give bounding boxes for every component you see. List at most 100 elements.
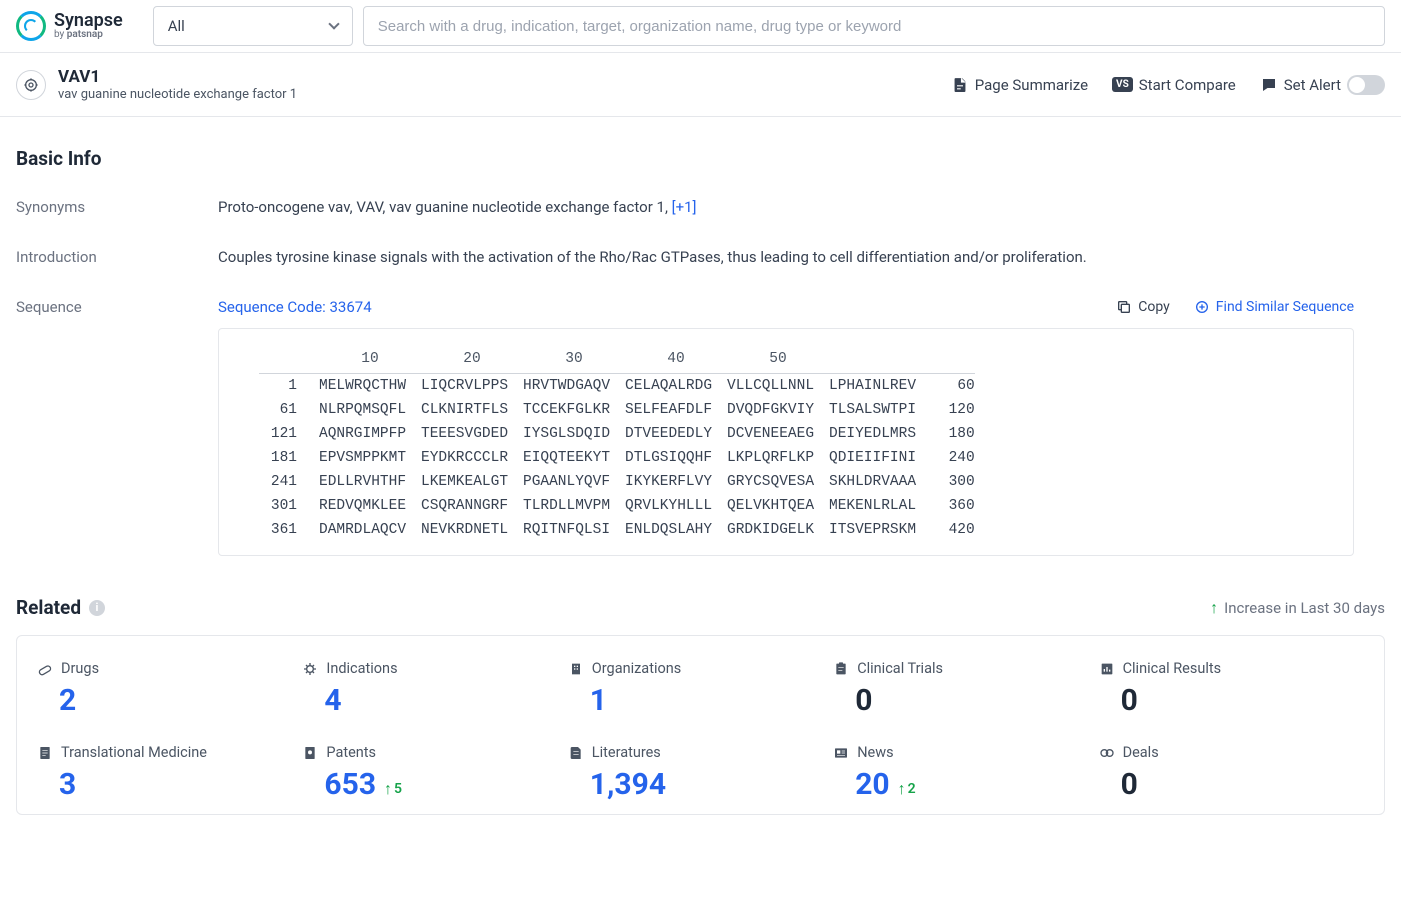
copy-button[interactable]: Copy <box>1116 299 1170 315</box>
related-card-literatures[interactable]: Literatures 1,394 <box>568 744 833 802</box>
doc-icon <box>37 745 53 761</box>
card-header: Literatures <box>568 744 833 761</box>
related-card-clinical-trials[interactable]: Clinical Trials 0 <box>833 660 1098 718</box>
card-value-row: 1,394 <box>568 767 833 802</box>
card-label: Clinical Trials <box>857 660 943 677</box>
increase-badge: ↑5 <box>384 779 402 799</box>
synonyms-value: Proto-oncogene vav, VAV, vav guanine nuc… <box>218 198 1354 216</box>
building-icon <box>568 661 584 677</box>
entity-desc: vav guanine nucleotide exchange factor 1 <box>58 87 297 102</box>
card-label: News <box>857 744 893 761</box>
search-input[interactable] <box>363 6 1385 46</box>
find-icon <box>1194 299 1210 315</box>
card-header: Clinical Results <box>1099 660 1364 677</box>
entity-block: VAV1 vav guanine nucleotide exchange fac… <box>16 67 297 102</box>
sequence-row: 121AQNRGIMPFP TEEESVGDED IYSGLSDQID DTVE… <box>259 422 975 446</box>
card-value: 4 <box>302 683 341 718</box>
related-card-patents[interactable]: Patents 653 ↑5 <box>302 744 567 802</box>
card-label: Literatures <box>592 744 661 761</box>
card-value: 0 <box>833 683 872 718</box>
sequence-row: Sequence Sequence Code: 33674 Copy Find … <box>16 298 1354 556</box>
card-value-row: 4 <box>302 683 567 718</box>
vs-icon: VS <box>1112 77 1133 92</box>
copy-icon <box>1116 299 1132 315</box>
sequence-code-link[interactable]: Sequence Code: 33674 <box>218 298 372 316</box>
card-value-row: 0 <box>833 683 1098 718</box>
category-dropdown[interactable]: All <box>153 6 353 46</box>
related-section: Related i ↑ Increase in Last 30 days Dru… <box>0 576 1401 835</box>
patent-icon <box>302 745 318 761</box>
card-label: Translational Medicine <box>61 744 207 761</box>
find-similar-button[interactable]: Find Similar Sequence <box>1194 299 1354 315</box>
basic-info-section: Basic Info Synonyms Proto-oncogene vav, … <box>0 117 1370 576</box>
introduction-row: Introduction Couples tyrosine kinase sig… <box>16 248 1354 266</box>
sequence-header: Sequence Code: 33674 Copy Find Similar S… <box>218 298 1354 316</box>
brand-subtitle: by patsnap <box>54 30 123 40</box>
header-actions: Page Summarize VS Start Compare Set Aler… <box>951 75 1385 95</box>
card-header: Indications <box>302 660 567 677</box>
synonyms-row: Synonyms Proto-oncogene vav, VAV, vav gu… <box>16 198 1354 216</box>
related-card-indications[interactable]: Indications 4 <box>302 660 567 718</box>
sequence-actions: Copy Find Similar Sequence <box>1116 299 1354 315</box>
sequence-block: Sequence Code: 33674 Copy Find Similar S… <box>218 298 1354 556</box>
entity-text: VAV1 vav guanine nucleotide exchange fac… <box>58 67 297 102</box>
info-icon[interactable]: i <box>89 600 105 616</box>
top-header: Synapse by patsnap All <box>0 0 1401 53</box>
card-value: 2 <box>37 683 76 718</box>
related-grid: Drugs 2 Indications 4 Organizations 1 Clinical… <box>16 635 1385 815</box>
card-value-row: 0 <box>1099 767 1364 802</box>
increase-badge: ↑2 <box>898 779 916 799</box>
card-value: 3 <box>37 767 76 802</box>
synonyms-more-link[interactable]: [+1] <box>672 198 697 216</box>
card-header: Translational Medicine <box>37 744 302 761</box>
related-card-news[interactable]: News 20 ↑2 <box>833 744 1098 802</box>
brand-title: Synapse <box>54 12 123 30</box>
related-card-clinical-results[interactable]: Clinical Results0 <box>1099 660 1364 718</box>
card-value-row: 3 <box>37 767 302 802</box>
card-header: Organizations <box>568 660 833 677</box>
dropdown-selected: All <box>168 17 185 35</box>
virus-icon <box>302 661 318 677</box>
sequence-row: 241EDLLRVHTHF LKEMKEALGT PGAANLYQVF IKYK… <box>259 470 975 494</box>
card-value-row: 2 <box>37 683 302 718</box>
card-header: Deals <box>1099 744 1364 761</box>
start-compare-button[interactable]: VS Start Compare <box>1112 76 1236 94</box>
card-label: Deals <box>1123 744 1159 761</box>
card-value-row: 20 ↑2 <box>833 767 1098 802</box>
card-header: Patents <box>302 744 567 761</box>
card-label: Drugs <box>61 660 99 677</box>
alert-toggle[interactable] <box>1347 75 1385 95</box>
logo-mark-icon <box>16 11 46 41</box>
summarize-icon <box>951 76 969 94</box>
card-value: 653 <box>302 767 376 802</box>
related-card-deals[interactable]: Deals 0 <box>1099 744 1364 802</box>
chart-icon <box>1099 661 1115 677</box>
related-card-organizations[interactable]: Organizations 1 <box>568 660 833 718</box>
basic-info-title: Basic Info <box>16 147 1354 170</box>
sequence-row: 301REDVQMKLEE CSQRANNGRF TLRDLLMVPM QRVL… <box>259 494 975 518</box>
card-value: 20 <box>833 767 889 802</box>
card-value: 1,394 <box>568 767 666 802</box>
chevron-down-icon <box>328 18 339 29</box>
set-alert-button[interactable]: Set Alert <box>1260 75 1385 95</box>
card-value: 0 <box>1099 767 1138 802</box>
brand-logo[interactable]: Synapse by patsnap <box>16 11 123 41</box>
card-value: 1 <box>568 683 607 718</box>
sequence-viewer[interactable]: 10203040501MELWRQCTHW LIQCRVLPPS HRVTWDG… <box>218 328 1354 556</box>
sequence-row: 361DAMRDLAQCV NEVKRDNETL RQITNFQLSI ENLD… <box>259 518 975 542</box>
related-header: Related i ↑ Increase in Last 30 days <box>16 596 1385 619</box>
synonyms-label: Synonyms <box>16 198 218 216</box>
up-arrow-icon: ↑ <box>1210 598 1218 618</box>
entity-name: VAV1 <box>58 67 297 87</box>
card-label: Organizations <box>592 660 681 677</box>
related-card-drugs[interactable]: Drugs 2 <box>37 660 302 718</box>
card-label: Patents <box>326 744 376 761</box>
book-icon <box>568 745 584 761</box>
related-card-translational-medicine[interactable]: Translational Medicine 3 <box>37 744 302 802</box>
page-summarize-button[interactable]: Page Summarize <box>951 76 1088 94</box>
pill-icon <box>37 661 53 677</box>
sequence-row: 1MELWRQCTHW LIQCRVLPPS HRVTWDGAQV CELAQA… <box>259 374 975 399</box>
sequence-label: Sequence <box>16 298 218 316</box>
sequence-row: 61NLRPQMSQFL CLKNIRTFLS TCCEKFGLKR SELFE… <box>259 398 975 422</box>
introduction-label: Introduction <box>16 248 218 266</box>
